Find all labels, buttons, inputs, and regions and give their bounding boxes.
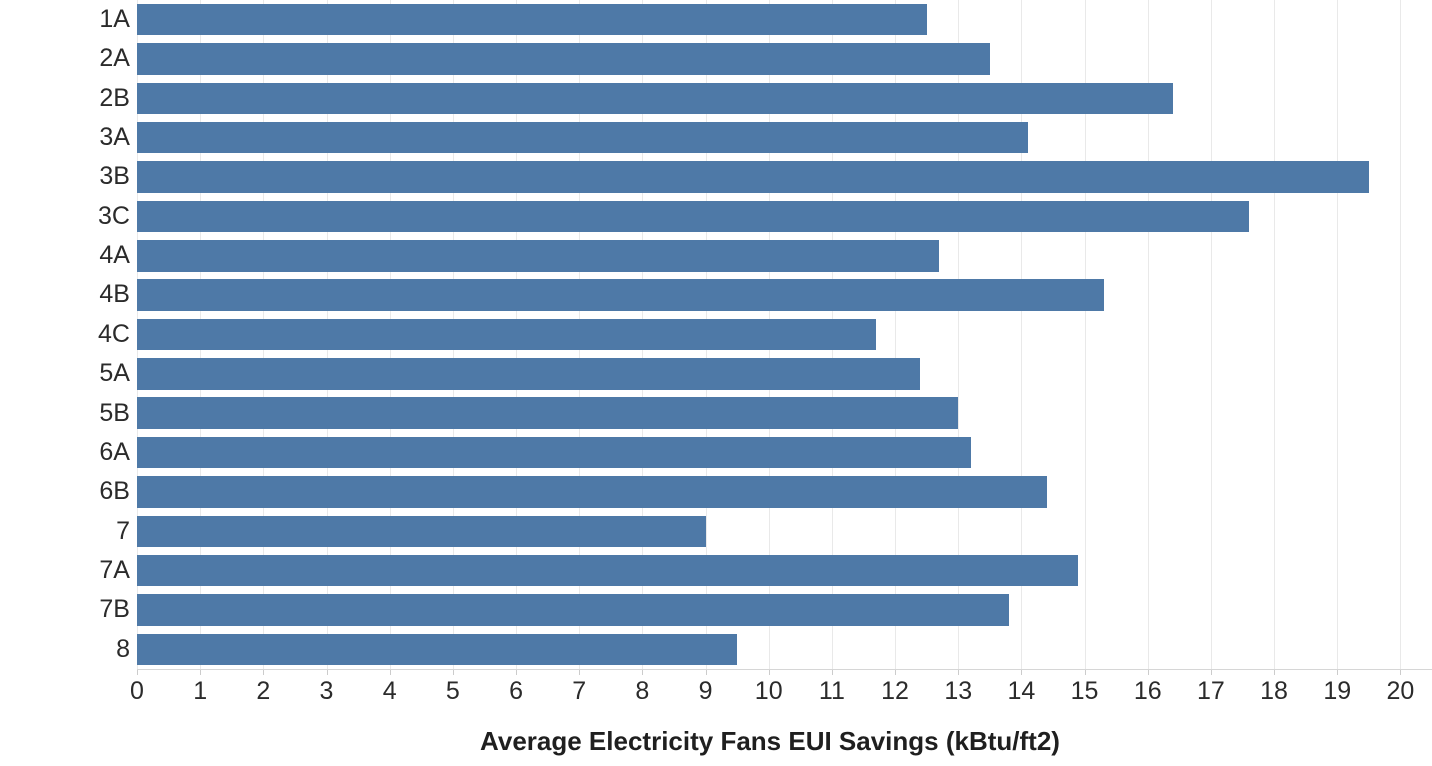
y-axis-label: 3A bbox=[99, 123, 130, 152]
x-axis-tick-label: 2 bbox=[256, 677, 271, 705]
bar[interactable] bbox=[137, 594, 1009, 626]
y-axis-label: 2B bbox=[99, 83, 130, 112]
y-axis-label: 7B bbox=[99, 595, 130, 624]
y-axis-label: 4C bbox=[98, 319, 130, 348]
x-axis-tick-label: 11 bbox=[818, 677, 845, 705]
y-axis-label: 1A bbox=[99, 5, 130, 33]
axis-tick bbox=[1021, 670, 1023, 675]
gridline bbox=[1021, 0, 1023, 669]
gridline bbox=[1274, 0, 1276, 669]
bar[interactable] bbox=[137, 279, 1104, 311]
x-axis-tick-label: 13 bbox=[944, 677, 973, 705]
gridline bbox=[1210, 0, 1212, 669]
x-axis-tick-label: 6 bbox=[509, 677, 523, 705]
bar[interactable] bbox=[137, 82, 1173, 115]
x-axis-tick-label: 12 bbox=[881, 677, 909, 705]
axis-tick bbox=[768, 670, 770, 675]
bar[interactable] bbox=[137, 515, 706, 547]
y-axis-label: 5B bbox=[99, 398, 130, 427]
x-axis-tick-label: 8 bbox=[635, 677, 650, 705]
axis-tick bbox=[263, 670, 265, 675]
x-axis-title: Average Electricity Fans EUI Savings (kB… bbox=[480, 726, 1060, 756]
gridline bbox=[1147, 0, 1149, 669]
y-axis-label: 6A bbox=[99, 437, 130, 466]
axis-tick bbox=[579, 670, 581, 675]
bar[interactable] bbox=[137, 633, 738, 666]
x-axis-tick-label: 19 bbox=[1323, 677, 1352, 705]
bar[interactable] bbox=[137, 476, 1047, 508]
y-axis-label: 2A bbox=[99, 44, 130, 73]
bar[interactable] bbox=[137, 161, 1369, 193]
axis-tick bbox=[1147, 670, 1149, 675]
y-axis-label: 4A bbox=[99, 241, 130, 270]
gridline bbox=[1337, 0, 1339, 669]
bar[interactable] bbox=[137, 43, 990, 75]
y-axis-label: 5A bbox=[99, 359, 130, 388]
gridline bbox=[895, 0, 897, 669]
x-axis-tick-label: 0 bbox=[130, 677, 144, 705]
axis-tick bbox=[705, 670, 707, 675]
y-axis-label: 7 bbox=[116, 516, 130, 545]
axis-tick bbox=[642, 670, 644, 675]
x-axis-tick-label: 18 bbox=[1260, 677, 1288, 705]
plot-area bbox=[137, 0, 1432, 669]
y-axis-label: 4B bbox=[99, 280, 130, 309]
axis-tick bbox=[958, 670, 960, 675]
x-axis-tick-label: 17 bbox=[1196, 677, 1225, 705]
x-axis-line bbox=[137, 669, 1432, 670]
y-axis-label: 3C bbox=[98, 201, 130, 230]
x-axis-tick-label: 20 bbox=[1386, 677, 1415, 705]
axis-tick bbox=[452, 670, 454, 675]
x-axis-tick-label: 15 bbox=[1070, 677, 1099, 705]
axis-tick bbox=[326, 670, 328, 675]
bar[interactable] bbox=[137, 3, 927, 36]
bar[interactable] bbox=[137, 121, 1028, 154]
axis-tick bbox=[895, 670, 897, 675]
x-axis-tick-label: 16 bbox=[1133, 677, 1162, 705]
y-axis-label: 8 bbox=[116, 634, 130, 663]
axis-tick bbox=[1400, 670, 1402, 675]
axis-tick bbox=[137, 670, 138, 675]
x-axis-tick-label: 4 bbox=[382, 677, 397, 705]
bar[interactable] bbox=[137, 397, 959, 429]
axis-tick bbox=[516, 670, 518, 675]
x-axis-tick-label: 1 bbox=[193, 677, 208, 705]
axis-tick bbox=[200, 670, 202, 675]
x-axis-tick-label: 9 bbox=[698, 677, 713, 705]
y-axis-label: 6B bbox=[99, 477, 130, 506]
x-axis-tick-label: 5 bbox=[445, 677, 460, 705]
y-axis-label: 3B bbox=[99, 162, 130, 191]
gridline bbox=[1400, 0, 1402, 669]
x-axis-tick-label: 3 bbox=[319, 677, 334, 705]
axis-tick bbox=[1210, 670, 1212, 675]
axis-tick bbox=[831, 670, 833, 675]
bar[interactable] bbox=[137, 358, 921, 390]
axis-tick bbox=[1337, 670, 1339, 675]
gridline bbox=[958, 0, 960, 669]
bar[interactable] bbox=[137, 200, 1249, 233]
axis-tick bbox=[389, 670, 391, 675]
gridline bbox=[1084, 0, 1086, 669]
x-axis-tick-label: 7 bbox=[572, 677, 587, 705]
x-axis-tick-label: 10 bbox=[754, 677, 783, 705]
y-axis-label: 7A bbox=[99, 555, 130, 584]
bar[interactable] bbox=[137, 318, 877, 351]
bar[interactable] bbox=[137, 554, 1079, 587]
x-axis-tick-label: 14 bbox=[1007, 677, 1036, 705]
axis-tick bbox=[1084, 670, 1086, 675]
axis-tick bbox=[1274, 670, 1276, 675]
bar[interactable] bbox=[137, 436, 971, 469]
bar[interactable] bbox=[137, 240, 940, 272]
